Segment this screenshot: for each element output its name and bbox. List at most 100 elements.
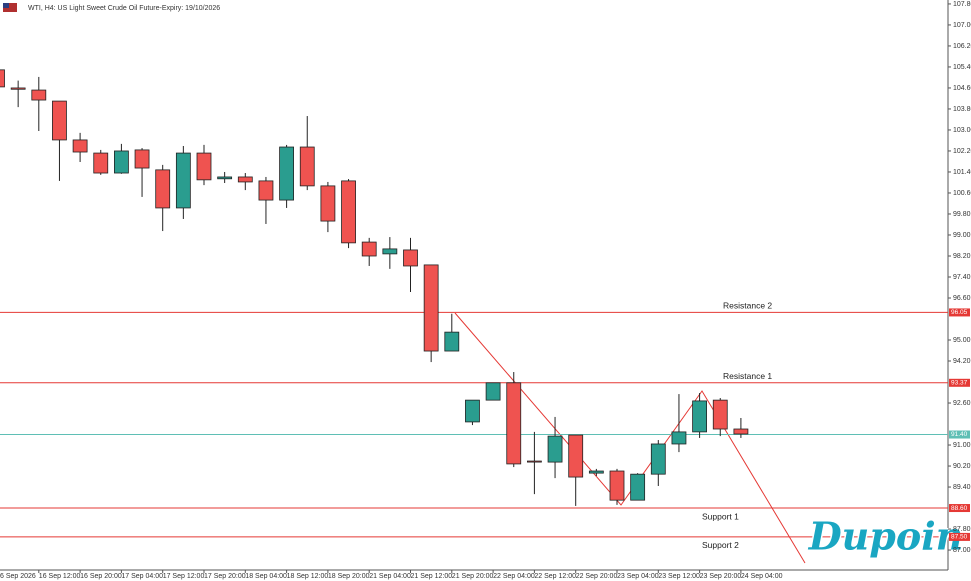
candle-body bbox=[175, 152, 191, 209]
y-tick-label: 90.20 bbox=[953, 463, 971, 470]
x-tick-label: 18 Sep 12:00 bbox=[287, 573, 329, 580]
candle-body bbox=[568, 434, 584, 478]
candle-body bbox=[10, 87, 26, 90]
candle-body bbox=[52, 100, 67, 141]
x-tick-label: 23 Sep 04:00 bbox=[617, 573, 659, 580]
y-tick-label: 103.80 bbox=[953, 106, 971, 113]
x-tick-label: 22 Sep 20:00 bbox=[576, 573, 618, 580]
flag-canton bbox=[3, 3, 9, 8]
candle-body bbox=[196, 152, 212, 181]
y-tick-label: 87.00 bbox=[953, 547, 971, 554]
candle-body bbox=[320, 185, 336, 222]
candle-body bbox=[72, 139, 88, 153]
y-tick-label: 92.60 bbox=[953, 400, 971, 407]
price-tag bbox=[949, 430, 970, 439]
y-tick-label: 87.80 bbox=[953, 526, 971, 533]
y-tick-label: 97.40 bbox=[953, 274, 971, 281]
candle-body bbox=[423, 264, 439, 352]
x-tick-label: 21 Sep 12:00 bbox=[411, 573, 453, 580]
candle-body bbox=[299, 146, 315, 187]
y-tick-label: 107.80 bbox=[953, 1, 971, 8]
y-tick-label: 91.00 bbox=[953, 442, 971, 449]
y-tick-label: 107.00 bbox=[953, 22, 971, 29]
logo: Dupoin bbox=[808, 514, 964, 559]
x-tick-label: 23 Sep 20:00 bbox=[700, 573, 742, 580]
y-tick-label: 104.60 bbox=[953, 85, 971, 92]
y-tick-label: 102.20 bbox=[953, 148, 971, 155]
x-tick-label: 6 Sep 2026 bbox=[0, 573, 36, 580]
candle-body bbox=[485, 382, 501, 401]
candle-body bbox=[258, 180, 274, 201]
candle-body bbox=[547, 435, 563, 463]
x-tick-label: 21 Sep 04:00 bbox=[369, 573, 411, 580]
candle-body bbox=[733, 428, 749, 435]
y-tick-label: 100.60 bbox=[953, 190, 971, 197]
price-tag bbox=[949, 378, 970, 387]
candle-body bbox=[692, 400, 707, 433]
candle-body bbox=[588, 470, 604, 474]
candle-body bbox=[155, 169, 171, 209]
x-tick-label: 17 Sep 20:00 bbox=[204, 573, 246, 580]
candle-body bbox=[217, 176, 233, 180]
candle-body bbox=[444, 331, 460, 352]
y-tick-label: 94.20 bbox=[953, 358, 971, 365]
y-tick-label: 103.00 bbox=[953, 127, 971, 134]
candle-body bbox=[671, 431, 687, 445]
price-tag-label: 91.40 bbox=[951, 431, 968, 438]
x-tick-label: 24 Sep 04:00 bbox=[741, 573, 783, 580]
candle-body bbox=[341, 180, 356, 244]
candle-body bbox=[506, 382, 522, 465]
candle-body bbox=[527, 460, 542, 463]
candle-body bbox=[609, 470, 625, 501]
y-tick-label: 99.80 bbox=[953, 211, 971, 218]
y-tick-label: 105.40 bbox=[953, 64, 971, 71]
candle-body bbox=[0, 69, 5, 88]
price-tag bbox=[949, 308, 970, 317]
price-tag bbox=[949, 504, 970, 513]
y-tick-label: 101.40 bbox=[953, 169, 971, 176]
level-label: Resistance 2 bbox=[723, 301, 772, 311]
level-label: Support 1 bbox=[702, 511, 739, 521]
candle-body bbox=[114, 150, 129, 174]
y-tick-label: 99.00 bbox=[953, 232, 971, 239]
candle-body bbox=[93, 152, 109, 174]
y-tick-label: 106.20 bbox=[953, 43, 971, 50]
candle-body bbox=[237, 176, 253, 183]
price-tag-label: 87.50 bbox=[951, 534, 968, 541]
y-tick-label: 89.40 bbox=[953, 484, 971, 491]
x-tick-label: 17 Sep 12:00 bbox=[163, 573, 205, 580]
level-label: Resistance 1 bbox=[723, 371, 772, 381]
price-tag-label: 96.05 bbox=[951, 309, 968, 316]
symbol-icon bbox=[3, 3, 17, 12]
candle-body bbox=[712, 399, 728, 430]
candle-body bbox=[279, 146, 295, 201]
x-tick-label: 18 Sep 20:00 bbox=[328, 573, 370, 580]
candle-body bbox=[465, 399, 480, 423]
x-tick-label: 16 Sep 20:00 bbox=[80, 573, 122, 580]
price-tag bbox=[949, 532, 970, 541]
x-tick-label: 22 Sep 12:00 bbox=[534, 573, 576, 580]
price-tag-label: 88.60 bbox=[951, 505, 968, 512]
x-tick-label: 21 Sep 20:00 bbox=[452, 573, 494, 580]
candle-body bbox=[134, 149, 150, 169]
candle-body bbox=[382, 248, 398, 255]
x-tick-label: 17 Sep 04:00 bbox=[121, 573, 163, 580]
x-tick-label: 23 Sep 12:00 bbox=[658, 573, 700, 580]
y-tick-label: 98.20 bbox=[953, 253, 971, 260]
candle-body bbox=[361, 241, 377, 257]
candle-body bbox=[31, 89, 47, 101]
chart-title: WTI, H4: US Light Sweet Crude Oil Future… bbox=[28, 5, 220, 12]
x-tick-label: 22 Sep 04:00 bbox=[493, 573, 535, 580]
candle-body bbox=[650, 443, 666, 475]
level-label: Support 2 bbox=[702, 540, 739, 550]
x-tick-label: 18 Sep 04:00 bbox=[245, 573, 287, 580]
price-tag-label: 93.37 bbox=[951, 380, 968, 387]
candle-body bbox=[630, 473, 646, 501]
x-tick-label: 16 Sep 12:00 bbox=[39, 573, 81, 580]
flag bbox=[3, 3, 17, 12]
candle-body bbox=[403, 249, 418, 267]
y-tick-label: 96.60 bbox=[953, 295, 971, 302]
y-tick-label: 95.00 bbox=[953, 337, 971, 344]
